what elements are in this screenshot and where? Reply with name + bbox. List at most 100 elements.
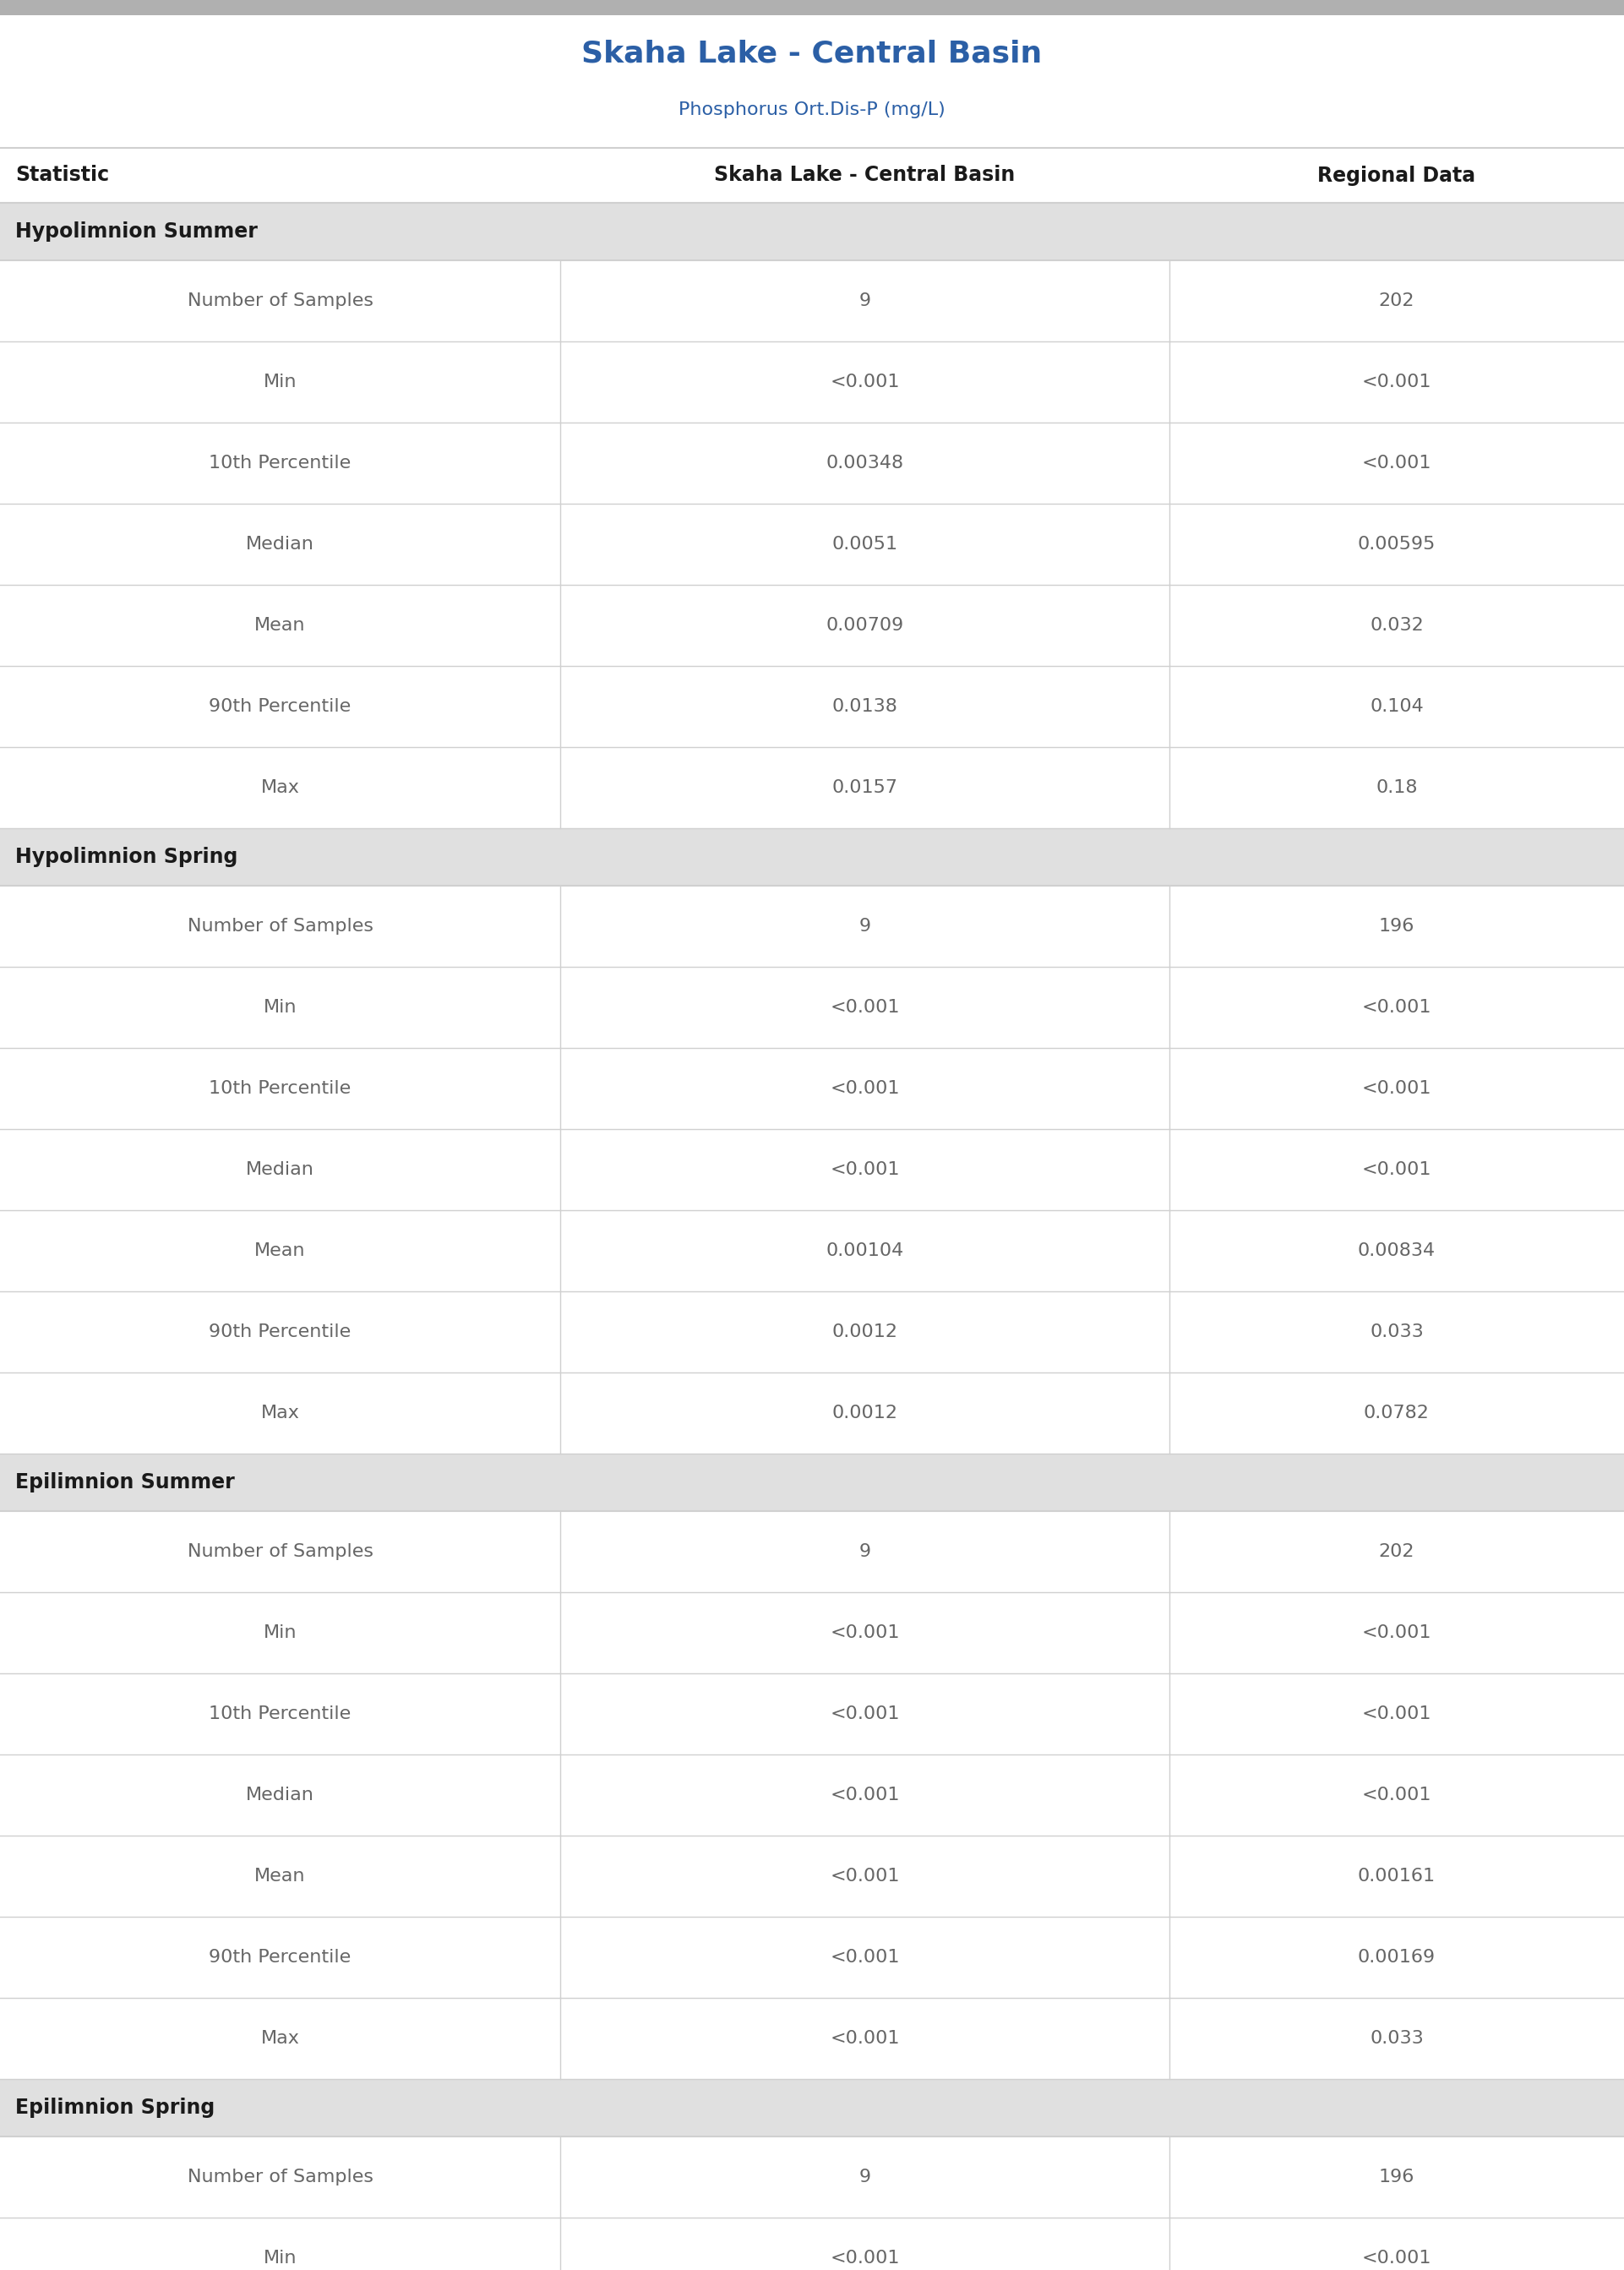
Text: 0.00161: 0.00161 <box>1358 1868 1436 1884</box>
Bar <box>0 2136 1624 2218</box>
Bar <box>0 0 1624 16</box>
Bar <box>0 1916 1624 1998</box>
Text: 0.104: 0.104 <box>1369 699 1424 715</box>
Text: Skaha Lake - Central Basin: Skaha Lake - Central Basin <box>715 166 1015 186</box>
Text: Min: Min <box>263 375 297 390</box>
Text: Min: Min <box>263 1625 297 1641</box>
Text: 0.032: 0.032 <box>1369 617 1424 633</box>
Text: <0.001: <0.001 <box>830 1081 900 1096</box>
Text: 10th Percentile: 10th Percentile <box>209 1705 351 1723</box>
Text: Median: Median <box>245 1786 315 1802</box>
Text: <0.001: <0.001 <box>1363 375 1431 390</box>
Text: <0.001: <0.001 <box>830 2029 900 2048</box>
Text: Statistic: Statistic <box>15 166 109 186</box>
Bar <box>0 1512 1624 1591</box>
Bar <box>0 422 1624 504</box>
Bar <box>0 2079 1624 2136</box>
Text: Phosphorus Ort.Dis-P (mg/L): Phosphorus Ort.Dis-P (mg/L) <box>679 102 945 118</box>
Bar <box>0 1373 1624 1453</box>
Text: <0.001: <0.001 <box>830 1625 900 1641</box>
Text: 0.0782: 0.0782 <box>1364 1405 1429 1421</box>
Text: 0.0012: 0.0012 <box>831 1405 898 1421</box>
Text: <0.001: <0.001 <box>1363 1625 1431 1641</box>
Bar <box>0 1755 1624 1836</box>
Text: Max: Max <box>261 779 299 797</box>
Text: 0.18: 0.18 <box>1376 779 1418 797</box>
Bar <box>0 504 1624 586</box>
Bar <box>0 747 1624 829</box>
Text: Min: Min <box>263 2250 297 2268</box>
Text: 9: 9 <box>859 1544 870 1559</box>
Text: 202: 202 <box>1379 1544 1415 1559</box>
Text: Skaha Lake - Central Basin: Skaha Lake - Central Basin <box>581 39 1043 68</box>
Text: 0.0051: 0.0051 <box>831 536 898 552</box>
Text: Mean: Mean <box>255 1868 305 1884</box>
Bar <box>0 1292 1624 1373</box>
Bar <box>0 1128 1624 1210</box>
Text: <0.001: <0.001 <box>830 1786 900 1802</box>
Text: 0.033: 0.033 <box>1369 2029 1424 2048</box>
Text: <0.001: <0.001 <box>1363 1786 1431 1802</box>
Text: 10th Percentile: 10th Percentile <box>209 1081 351 1096</box>
Text: 9: 9 <box>859 917 870 935</box>
Bar <box>0 885 1624 967</box>
Text: 0.00104: 0.00104 <box>827 1242 903 1260</box>
Text: 0.00169: 0.00169 <box>1358 1950 1436 1966</box>
Text: <0.001: <0.001 <box>1363 454 1431 472</box>
Text: 0.033: 0.033 <box>1369 1323 1424 1339</box>
Text: <0.001: <0.001 <box>830 1705 900 1723</box>
Text: <0.001: <0.001 <box>830 999 900 1017</box>
Text: <0.001: <0.001 <box>830 1868 900 1884</box>
Bar <box>0 829 1624 885</box>
Text: 90th Percentile: 90th Percentile <box>209 1950 351 1966</box>
Bar <box>0 148 1624 202</box>
Text: <0.001: <0.001 <box>1363 2250 1431 2268</box>
Text: Number of Samples: Number of Samples <box>187 293 374 309</box>
Text: Mean: Mean <box>255 617 305 633</box>
Text: 196: 196 <box>1379 2168 1415 2186</box>
Bar <box>0 1836 1624 1916</box>
Bar <box>0 261 1624 340</box>
Text: <0.001: <0.001 <box>1363 999 1431 1017</box>
Bar <box>0 1591 1624 1673</box>
Bar <box>0 1998 1624 2079</box>
Text: Median: Median <box>245 536 315 552</box>
Text: Epilimnion Spring: Epilimnion Spring <box>15 2097 214 2118</box>
Text: <0.001: <0.001 <box>830 1950 900 1966</box>
Text: <0.001: <0.001 <box>830 2250 900 2268</box>
Text: 0.0138: 0.0138 <box>831 699 898 715</box>
Text: Hypolimnion Summer: Hypolimnion Summer <box>15 222 258 241</box>
Bar <box>0 1673 1624 1755</box>
Text: Hypolimnion Spring: Hypolimnion Spring <box>15 847 237 867</box>
Text: 196: 196 <box>1379 917 1415 935</box>
Text: 10th Percentile: 10th Percentile <box>209 454 351 472</box>
Bar <box>0 202 1624 261</box>
Text: 0.00595: 0.00595 <box>1358 536 1436 552</box>
Text: Mean: Mean <box>255 1242 305 1260</box>
Text: <0.001: <0.001 <box>830 1162 900 1178</box>
Text: 0.0157: 0.0157 <box>831 779 898 797</box>
Text: 90th Percentile: 90th Percentile <box>209 699 351 715</box>
Text: 9: 9 <box>859 293 870 309</box>
Text: Max: Max <box>261 1405 299 1421</box>
Bar <box>0 1210 1624 1292</box>
Text: <0.001: <0.001 <box>830 375 900 390</box>
Text: <0.001: <0.001 <box>1363 1705 1431 1723</box>
Text: 0.00834: 0.00834 <box>1358 1242 1436 1260</box>
Bar <box>0 340 1624 422</box>
Text: <0.001: <0.001 <box>1363 1081 1431 1096</box>
Bar <box>0 665 1624 747</box>
Text: Min: Min <box>263 999 297 1017</box>
Text: Max: Max <box>261 2029 299 2048</box>
Text: Number of Samples: Number of Samples <box>187 917 374 935</box>
Text: Median: Median <box>245 1162 315 1178</box>
Bar <box>0 1049 1624 1128</box>
Bar <box>0 1453 1624 1512</box>
Text: 0.0012: 0.0012 <box>831 1323 898 1339</box>
Text: Epilimnion Summer: Epilimnion Summer <box>15 1473 235 1491</box>
Text: 9: 9 <box>859 2168 870 2186</box>
Text: Number of Samples: Number of Samples <box>187 2168 374 2186</box>
Text: 90th Percentile: 90th Percentile <box>209 1323 351 1339</box>
Bar <box>0 967 1624 1049</box>
Bar <box>0 2218 1624 2270</box>
